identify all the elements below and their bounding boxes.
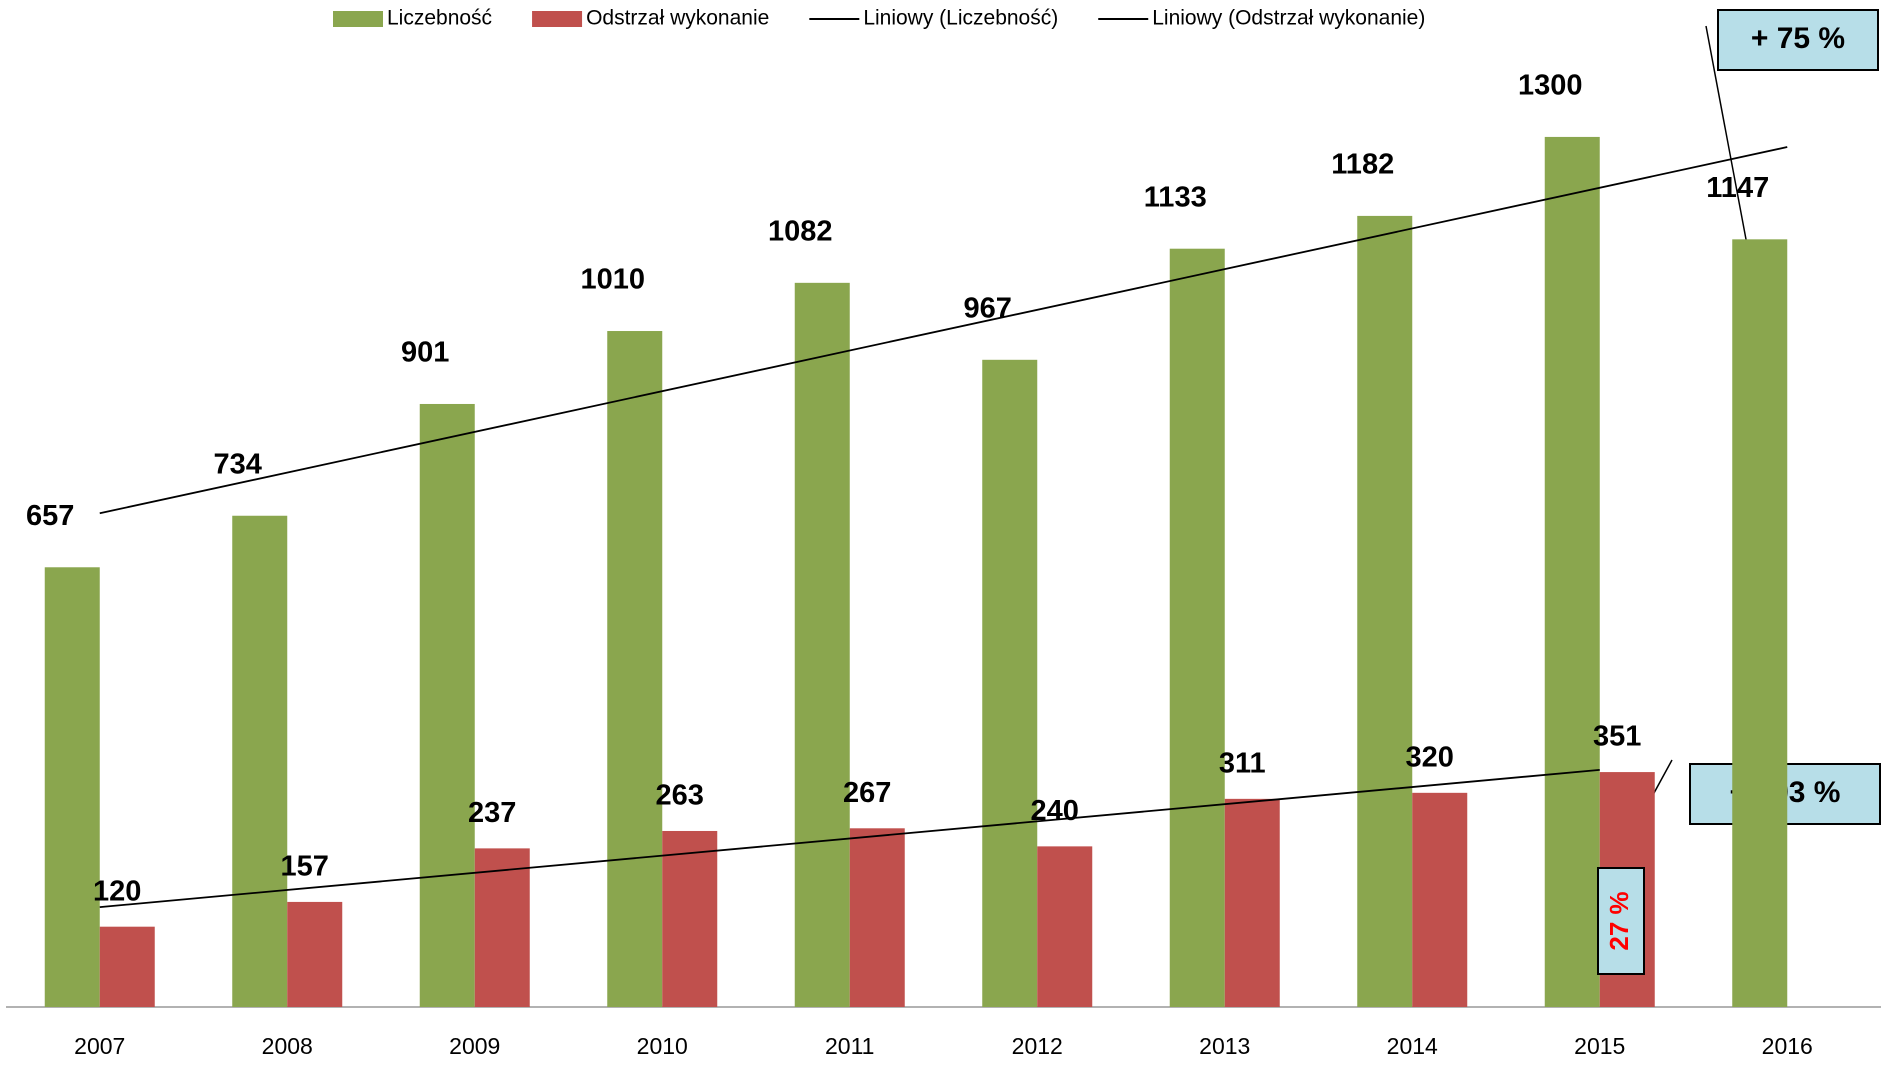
legend-label: Liniowy (Liczebność): [863, 7, 1058, 30]
x-tick-label: 2014: [1387, 1033, 1438, 1059]
bar: [474, 848, 530, 1007]
bar: [849, 828, 905, 1007]
legend-label: Odstrzał wykonanie: [586, 7, 769, 30]
data-label: 120: [93, 875, 141, 907]
bar: [99, 926, 155, 1007]
data-label: 351: [1593, 721, 1641, 753]
data-label: 657: [26, 500, 74, 532]
bar: [44, 567, 100, 1007]
bar: [607, 331, 663, 1007]
bar: [1544, 136, 1600, 1007]
x-tick-label: 2009: [449, 1033, 500, 1059]
legend-swatch: [333, 11, 383, 27]
data-label: 1300: [1518, 70, 1583, 102]
data-label: 901: [401, 337, 449, 369]
data-label: 1010: [580, 264, 645, 296]
bars: 2007 2008 2009 2010 2011 2012 2013 2014 2015 2016…: [6, 7, 1881, 1059]
bar: [1732, 239, 1788, 1007]
overlay: 27 %: [1597, 867, 1645, 975]
bar: [982, 359, 1038, 1007]
annotation-box: [1597, 867, 1645, 975]
data-label: 320: [1406, 741, 1454, 773]
data-label: 967: [964, 292, 1012, 324]
data-label: 237: [468, 797, 516, 829]
x-tick-label: 2012: [1012, 1033, 1063, 1059]
bar: [1037, 846, 1093, 1007]
bar: [287, 901, 343, 1007]
data-label: 267: [843, 777, 891, 809]
annotation-box: [1717, 9, 1879, 71]
data-label: 1133: [1144, 181, 1207, 213]
data-label: 1147: [1706, 172, 1769, 204]
data-label: 734: [214, 448, 262, 480]
data-label: 240: [1031, 795, 1079, 827]
x-tick-label: 2011: [825, 1033, 874, 1059]
trendline: [99, 768, 1600, 909]
bar: [662, 830, 718, 1007]
x-tick-label: 2013: [1199, 1033, 1250, 1059]
x-tick-label: 2016: [1762, 1033, 1813, 1059]
bar: [232, 515, 288, 1007]
bar: [794, 282, 850, 1007]
legend-swatch: [532, 11, 583, 27]
annotation: 27 %: [1604, 891, 1634, 950]
data-label: 1082: [768, 215, 833, 247]
bar: [419, 403, 475, 1007]
bar: [1412, 792, 1468, 1007]
legend-label: Liniowy (Odstrzał wykonanie): [1152, 7, 1425, 30]
data-label: 311: [1219, 748, 1266, 780]
annotation: + 75 %: [1751, 22, 1845, 55]
x-tick-label: 2008: [262, 1033, 313, 1059]
trendline: [99, 146, 1788, 515]
bar: [1169, 248, 1225, 1007]
data-label: 263: [656, 780, 704, 812]
x-tick-label: 2007: [74, 1033, 125, 1059]
bar: [1357, 215, 1413, 1007]
bar: [1224, 798, 1280, 1007]
x-tick-label: 2015: [1574, 1033, 1625, 1059]
data-label: 1182: [1331, 149, 1394, 181]
legend-label: Liczebność: [387, 7, 492, 30]
data-label: 157: [281, 851, 329, 883]
x-tick-label: 2010: [637, 1033, 688, 1059]
